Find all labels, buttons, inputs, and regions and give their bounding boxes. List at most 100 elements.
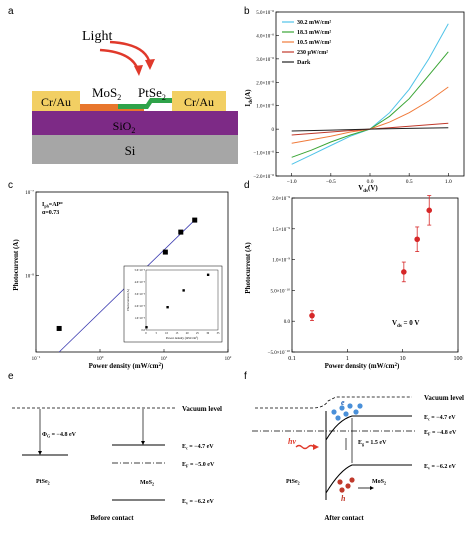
chart-c-inset: 5.0×10⁻⁸ 4.0×10⁻⁸ 3.0×10⁻⁸ 2.0×10⁻⁸ 1.0×10⁻⁸…	[123, 265, 223, 343]
chart-c-xtick-label: 101	[161, 355, 168, 362]
chart-b-legend-label: 230 μW/cm²	[297, 50, 328, 56]
light-label: Light	[82, 29, 112, 44]
chart-c-inset-ytick-label: 2.0×10⁻⁸	[135, 305, 145, 308]
right-electrode	[172, 91, 226, 111]
chart-d-ytick-label: −5.0×10−10	[268, 349, 291, 356]
chart-b-ytick-label: −1.0×10−6	[253, 150, 274, 157]
chart-b-ytick-label: 5.0×10−6	[256, 9, 274, 16]
chart-c-inset-xtick-label: 0	[145, 332, 147, 335]
hole-dot	[345, 483, 351, 489]
conduction-band-f	[325, 415, 412, 441]
panel-b: b 5.0×10−6 4.0×10−6 3.0×10−6 2.0×10−6 1.0×10…	[244, 6, 465, 194]
chart-b-ytick-label: 0	[272, 128, 275, 133]
chart-c-data-point	[178, 229, 184, 235]
chart-c-inset-ytick-label: 3.0×10⁻⁸	[135, 293, 145, 296]
panel-f: f Vacuum level Ec = −4.7 eV EF = −4.8 eV…	[244, 371, 464, 522]
chart-c-inset-point	[166, 306, 169, 309]
electron-dot	[353, 409, 359, 415]
left-electrode	[32, 91, 80, 111]
chart-b: 5.0×10−6 4.0×10−6 3.0×10−6 2.0×10−6 1.0×10−6…	[253, 9, 465, 185]
chart-c-inset-xtick-label: 25	[196, 332, 199, 335]
chart-c-inset-point	[145, 326, 148, 329]
sio2-layer	[32, 111, 238, 135]
chart-c-fit-formula: Iph=APα	[42, 200, 63, 209]
chart-c-inset-point	[206, 273, 210, 276]
chart-c-inset-xlabel: Power density (mW/cm²)	[166, 336, 198, 340]
ptse2-label-e: PtSe2	[36, 479, 50, 486]
chart-c-inset-frame	[145, 269, 219, 331]
chart-d-frame	[291, 197, 459, 353]
ec-label-f: Ec = −4.7 eV	[424, 415, 456, 422]
mos2-label-f: MoS2	[372, 479, 386, 486]
chart-b-series-line	[291, 127, 449, 132]
chart-b-legend-label: 18.3 mW/cm²	[297, 30, 331, 36]
chart-b-xtick-label: 0.5	[406, 179, 413, 185]
ev-label-f: Ev = −6.2 eV	[424, 464, 457, 471]
panel-c-label: c	[8, 180, 13, 191]
chart-c-xtick-label: 102	[225, 355, 232, 362]
chart-c-ytick-label: 10−7	[25, 189, 34, 196]
electron-label: e	[341, 398, 345, 407]
chart-c-inset-box	[123, 265, 223, 343]
before-contact-caption: Before contact	[90, 514, 134, 522]
chart-b-xtick-label: −0.5	[326, 179, 336, 185]
after-contact-caption: After contact	[324, 514, 364, 522]
chart-b-ytick-label: 3.0×10−6	[256, 56, 274, 63]
chart-c-data-point	[162, 249, 168, 255]
chart-c-xtick-label: 10−1	[32, 355, 41, 362]
chart-d-ytick-label: 1.0×10−9	[272, 257, 290, 264]
hole-drift-arrow-head	[370, 486, 374, 490]
chart-d-ytick-label: 1.5×10−9	[272, 226, 290, 233]
light-arrow-2-head	[145, 59, 155, 70]
chart-c-inset-ytick-label: 5.0×10⁻⁸	[135, 269, 145, 272]
photon-label: hν	[288, 437, 296, 446]
chart-b-xtick-label: −1.0	[287, 179, 297, 185]
eg-label: Eg = 1.5 eV	[358, 440, 387, 447]
chart-d-xlabel: Power density (mW/cm2)	[325, 362, 400, 370]
chart-b-xtick-label: 0.0	[367, 179, 374, 185]
electron-dot	[357, 403, 363, 409]
chart-b-xlabel: Vds(V)	[358, 184, 378, 194]
electron-dot	[343, 411, 349, 417]
electrons	[331, 403, 363, 421]
mos2-ea-arrow-head	[141, 441, 145, 445]
mos2-flake	[80, 104, 144, 111]
chart-d-xtick-label: 1	[346, 356, 349, 362]
chart-b-legend-label: 10.5 mW/cm²	[297, 40, 331, 46]
ef-label-f: EF = −4.8 eV	[424, 430, 457, 437]
chart-d-vds-annotation: Vds = 0 V	[392, 319, 419, 329]
chart-c-inset-ytick-label: 4.0×10⁻⁸	[135, 281, 145, 284]
panel-d-label: d	[244, 180, 250, 191]
ev-label-e: Ev = −6.2 eV	[182, 499, 215, 506]
holes	[337, 477, 355, 493]
panel-f-label: f	[244, 371, 247, 382]
chart-c-inset-ytick-label: 1.0×10⁻⁸	[135, 317, 145, 320]
electron-dot	[339, 405, 345, 411]
electron-dot	[335, 415, 341, 421]
si-substrate	[32, 135, 238, 164]
ptse2-flake	[118, 98, 172, 109]
chart-d-ytick-label: 0.0	[284, 320, 291, 325]
vacuum-level-line-f	[255, 396, 412, 409]
photon-wave-icon	[295, 444, 315, 450]
chart-b-series-line	[291, 51, 449, 158]
panel-d: d 2.0×10−9 1.5×10−9 1.0×10−9 5.0×10−10 0.0 −5…	[244, 180, 463, 370]
chart-c-inset-xtick-label: 10	[165, 332, 168, 335]
chart-b-legend-label: 30.2 mW/cm²	[297, 20, 331, 26]
phi-label: ΦG = −4.8 eV	[42, 432, 77, 439]
hole-label: h	[341, 494, 346, 503]
chart-d-xtick-label: 100	[454, 356, 463, 362]
panel-b-label: b	[244, 6, 250, 17]
chart-b-ylabel: Ids(A)	[244, 89, 254, 107]
chart-d-data-point	[309, 312, 315, 319]
chart-d-ytick-label: 2.0×10−9	[272, 195, 290, 202]
chart-c-ytick-label: 10−8	[25, 272, 34, 279]
hole-dot	[349, 477, 355, 483]
chart-c-xtick-label: 100	[97, 355, 104, 362]
chart-d-xtick-label: 0.1	[288, 356, 296, 362]
chart-c-inset-point	[182, 289, 185, 292]
chart-c-xlabel: Power density (mW/cm2)	[89, 362, 164, 370]
chart-d-ylabel: Photocurrent (A)	[244, 242, 252, 294]
chart-c-inset-ytick-label: 0.0	[142, 329, 146, 332]
chart-b-series-line	[291, 86, 449, 144]
